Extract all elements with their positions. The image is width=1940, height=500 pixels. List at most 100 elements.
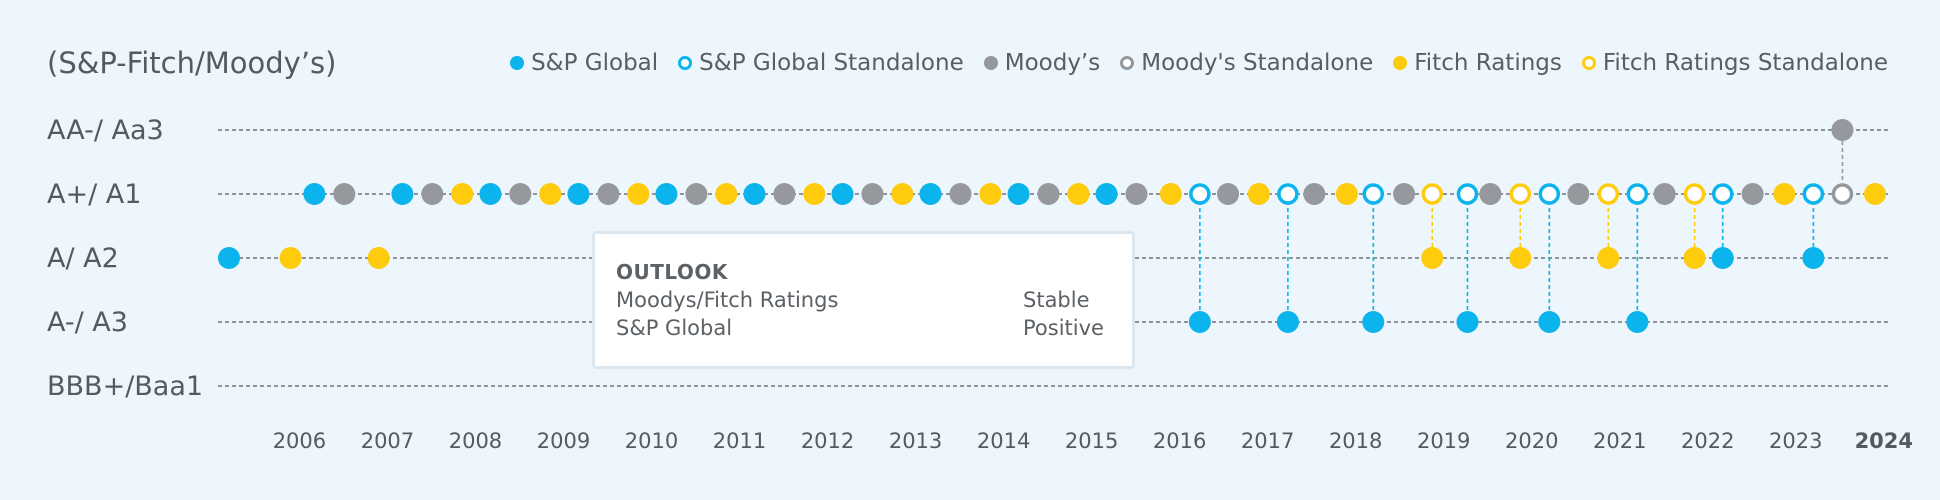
s-p-global-marker (1802, 247, 1825, 269)
s-p-global-standalone-marker (1277, 183, 1299, 205)
x-tick-label: 2016 (1153, 429, 1206, 453)
x-tick-label: 2014 (977, 429, 1030, 453)
moody-s-marker (1037, 183, 1060, 205)
fitch-ratings-marker (451, 183, 474, 205)
s-p-global-marker (1626, 311, 1649, 333)
legend-label: Fitch Ratings Standalone (1602, 50, 1888, 76)
moody-s-marker (1741, 183, 1764, 205)
fitch-ratings-marker (891, 183, 914, 205)
outlook-row: Moodys/Fitch Ratings Stable (616, 286, 1109, 314)
moody-s-marker (1217, 183, 1240, 205)
x-tick-label: 2019 (1417, 429, 1470, 453)
legend-item-fitch-ratings[interactable]: Fitch Ratings (1393, 50, 1562, 76)
s-p-global-standalone-marker (1538, 183, 1561, 205)
moody-s-marker (1125, 183, 1148, 205)
s-p-global-marker (831, 183, 854, 205)
s-p-global-marker (479, 183, 502, 205)
s-p-global-standalone-marker (1626, 183, 1649, 205)
fitch-ratings-marker (1509, 247, 1532, 269)
s-p-global-marker (1362, 311, 1385, 333)
fitch-ratings-marker (539, 183, 562, 205)
x-tick-label: 2007 (361, 429, 414, 453)
moody-s-marker (861, 183, 884, 205)
moody-s-marker (1653, 183, 1676, 205)
s-p-global-marker (743, 183, 766, 205)
fitch-ratings-standalone-marker (1421, 183, 1444, 205)
moody-s-marker (509, 183, 532, 205)
s-p-global-marker (391, 183, 414, 205)
s-p-global-marker (919, 183, 942, 205)
moody-s-marker (597, 183, 620, 205)
legend-label: Moody’s (1004, 50, 1101, 76)
legend-item-sp-global-standalone[interactable]: S&P Global Standalone (678, 50, 964, 76)
s-p-global-marker (1276, 311, 1299, 333)
legend-item-moodys-standalone[interactable]: Moody's Standalone (1120, 50, 1373, 76)
outlook-row: S&P Global Positive (616, 314, 1109, 342)
legend-item-fitch-ratings-standalone[interactable]: Fitch Ratings Standalone (1581, 50, 1888, 76)
s-p-global-standalone-marker (1711, 183, 1734, 205)
y-tick-label: A-/ A3 (47, 307, 128, 338)
outlook-title: OUTLOOK (616, 260, 728, 284)
fitch-ratings-marker (1773, 183, 1796, 205)
fitch-ratings-standalone-marker (1597, 183, 1620, 205)
x-tick-label: 2013 (889, 429, 942, 453)
s-p-global-standalone-marker (1362, 183, 1385, 205)
fitch-filled-marker-icon (1393, 56, 1408, 70)
x-tick-label: 2015 (1065, 429, 1118, 453)
x-tick-label: 2023 (1769, 429, 1822, 453)
x-tick-label: 2017 (1241, 429, 1294, 453)
s-p-global-marker (1095, 183, 1118, 205)
legend-label: S&P Global (531, 50, 659, 76)
legend-label: S&P Global Standalone (699, 50, 964, 76)
x-tick-label: 2011 (713, 429, 766, 453)
outlook-agency: Moodys/Fitch Ratings (616, 288, 839, 312)
fitch-ratings-marker (979, 183, 1002, 205)
moody-s-marker (773, 183, 796, 205)
fitch-ratings-marker (1421, 247, 1444, 269)
moody-s-marker (1831, 119, 1854, 141)
legend-item-sp-global[interactable]: S&P Global (510, 50, 658, 76)
x-tick-label: 2008 (449, 429, 502, 453)
moody-s-standalone-marker (1831, 183, 1854, 205)
fitch-ratings-marker (803, 183, 826, 205)
x-tick-label: 2018 (1329, 429, 1382, 453)
fitch-ratings-marker (1159, 183, 1182, 205)
outlook-value: Positive (1023, 316, 1104, 340)
s-p-global-marker (303, 183, 326, 205)
x-tick-label: 2024 (1855, 429, 1913, 453)
y-tick-label: A/ A2 (47, 243, 119, 274)
fitch-ratings-marker (627, 183, 650, 205)
moodys-filled-marker-icon (983, 56, 998, 70)
legend: S&P Global S&P Global Standalone Moody’s… (510, 50, 1888, 76)
chart-title: (S&P-Fitch/Moody’s) (47, 46, 337, 80)
moody-s-marker (1303, 183, 1326, 205)
s-p-global-standalone-marker (1456, 183, 1479, 205)
fitch-ratings-marker (279, 247, 302, 269)
s-p-global-marker (218, 247, 240, 269)
legend-label: Moody's Standalone (1141, 50, 1374, 76)
s-p-global-standalone-marker (1189, 183, 1211, 205)
outlook-box: OUTLOOK Moodys/Fitch Ratings Stable S&P … (592, 231, 1135, 369)
fitch-ratings-marker (1597, 247, 1620, 269)
sp-global-filled-marker-icon (510, 56, 525, 70)
moodys-open-marker-icon (1120, 56, 1135, 70)
x-tick-label: 2021 (1593, 429, 1646, 453)
y-tick-label: BBB+/Baa1 (47, 371, 203, 402)
fitch-ratings-standalone-marker (1509, 183, 1532, 205)
fitch-ratings-marker (1335, 183, 1358, 205)
legend-item-moodys[interactable]: Moody’s (983, 50, 1101, 76)
moody-s-marker (1567, 183, 1590, 205)
x-tick-label: 2010 (625, 429, 678, 453)
fitch-ratings-marker (367, 247, 390, 269)
s-p-global-marker (1188, 311, 1211, 333)
s-p-global-marker (567, 183, 590, 205)
s-p-global-marker (1538, 311, 1561, 333)
x-tick-label: 2012 (801, 429, 854, 453)
x-tick-label: 2020 (1505, 429, 1558, 453)
s-p-global-marker (1711, 247, 1734, 269)
fitch-ratings-marker (1864, 183, 1886, 205)
fitch-open-marker-icon (1581, 56, 1596, 70)
legend-label: Fitch Ratings (1414, 50, 1562, 76)
outlook-agency: S&P Global (616, 316, 733, 340)
